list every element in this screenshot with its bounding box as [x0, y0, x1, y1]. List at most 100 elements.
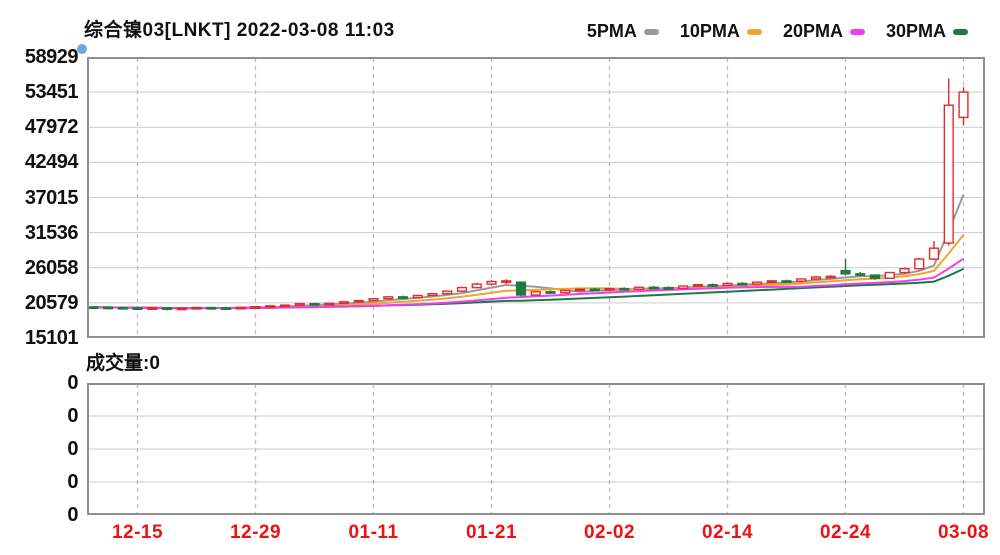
candle — [235, 306, 246, 310]
candle — [663, 286, 674, 290]
volume-panel-border — [87, 383, 985, 515]
candle — [471, 282, 482, 289]
candle — [928, 241, 940, 261]
candle — [825, 275, 836, 279]
ma-line-5pma — [93, 194, 965, 310]
legend-item-5pma: 5PMA — [587, 21, 659, 42]
candle — [397, 295, 409, 299]
candle — [324, 302, 335, 306]
volume-tick-label: 0 — [67, 372, 78, 394]
candle — [353, 299, 364, 303]
price-tick-label: 15101 — [24, 327, 79, 349]
volume-gridlines — [88, 384, 984, 514]
candle — [751, 281, 763, 285]
legend-item-10pma: 10PMA — [680, 21, 762, 42]
legend-item-30pma: 30PMA — [886, 21, 968, 42]
candle — [309, 302, 320, 306]
candle — [648, 286, 659, 290]
candle — [176, 307, 187, 311]
candle — [619, 287, 630, 291]
price-panel-border — [87, 57, 985, 338]
date-tick-label: 12-29 — [229, 522, 282, 543]
ma-line-30pma — [93, 267, 964, 310]
legend-swatch-30pma-icon — [953, 28, 968, 35]
volume-tick-label: 0 — [67, 504, 78, 526]
legend-swatch-10pma-icon — [746, 28, 762, 35]
price-tick-label: 58929 — [24, 46, 79, 68]
price-tick-label: 31536 — [24, 221, 79, 244]
date-tick-label: 12-15 — [111, 522, 164, 543]
ma-legend: 5PMA 10PMA 20PMA 30PMA — [587, 21, 968, 42]
candle — [220, 307, 232, 310]
candle — [206, 306, 217, 310]
candle — [707, 283, 718, 287]
price-tick-label: 20579 — [24, 291, 79, 314]
candle — [338, 301, 350, 305]
candle — [840, 259, 851, 276]
price-tick-label: 42494 — [24, 151, 79, 174]
legend-swatch-5pma-icon — [643, 28, 659, 35]
legend-label-5pma: 5PMA — [586, 21, 637, 41]
candle — [914, 257, 925, 270]
date-tick-label: 01-21 — [465, 522, 518, 543]
candle — [692, 284, 704, 287]
candle — [810, 275, 822, 280]
legend-swatch-20pma-icon — [849, 28, 865, 35]
volume-tick-label: 0 — [67, 471, 78, 493]
candle — [869, 274, 881, 280]
candle — [294, 302, 305, 306]
volume-chart[interactable] — [87, 383, 985, 515]
candle — [574, 288, 586, 292]
candle — [456, 286, 468, 292]
candle — [958, 87, 969, 126]
legend-item-20pma: 20PMA — [783, 21, 865, 42]
candle — [604, 287, 615, 291]
candle — [678, 285, 689, 289]
candles — [88, 78, 969, 311]
candle — [132, 307, 143, 310]
legend-label-30pma: 30PMA — [885, 21, 946, 41]
candle — [88, 306, 99, 310]
candle — [545, 290, 556, 294]
legend-label-20pma: 20PMA — [782, 21, 843, 41]
candle — [383, 296, 394, 300]
candle — [368, 298, 379, 302]
candle — [442, 290, 453, 295]
candle — [589, 287, 600, 292]
candle — [250, 306, 261, 309]
date-tick-label: 02-14 — [701, 522, 754, 543]
candle — [781, 279, 792, 283]
legend-label-10pma: 10PMA — [679, 21, 740, 41]
candle — [943, 78, 954, 246]
candle — [501, 279, 512, 285]
price-tick-label: 26058 — [24, 256, 79, 279]
candle — [884, 271, 895, 280]
candle — [515, 281, 527, 297]
volume-title: 成交量:0 — [86, 353, 160, 374]
candle — [530, 291, 541, 296]
candle — [899, 267, 910, 274]
candle — [117, 306, 128, 310]
volume-tick-label: 0 — [67, 405, 78, 427]
ma-lines — [93, 194, 965, 310]
candle — [737, 282, 748, 286]
date-tick-label: 01-11 — [348, 522, 399, 543]
candle — [796, 278, 807, 282]
candle — [722, 282, 733, 287]
price-tick-label: 53451 — [24, 81, 79, 104]
candle — [766, 280, 777, 283]
volume-tick-label: 0 — [67, 438, 78, 460]
candle — [855, 271, 866, 277]
candle — [191, 306, 202, 310]
price-chart[interactable] — [87, 57, 985, 338]
candle — [633, 286, 645, 290]
candle — [279, 304, 291, 308]
date-tick-label: 02-02 — [583, 522, 636, 543]
candle — [102, 306, 114, 310]
date-tick-label: 03-08 — [937, 522, 990, 543]
chart-title: 综合镍03[LNKT] 2022-03-08 11:03 — [84, 20, 395, 41]
candle — [161, 307, 173, 311]
date-tick-label: 02-24 — [819, 522, 872, 543]
candle — [427, 292, 438, 297]
